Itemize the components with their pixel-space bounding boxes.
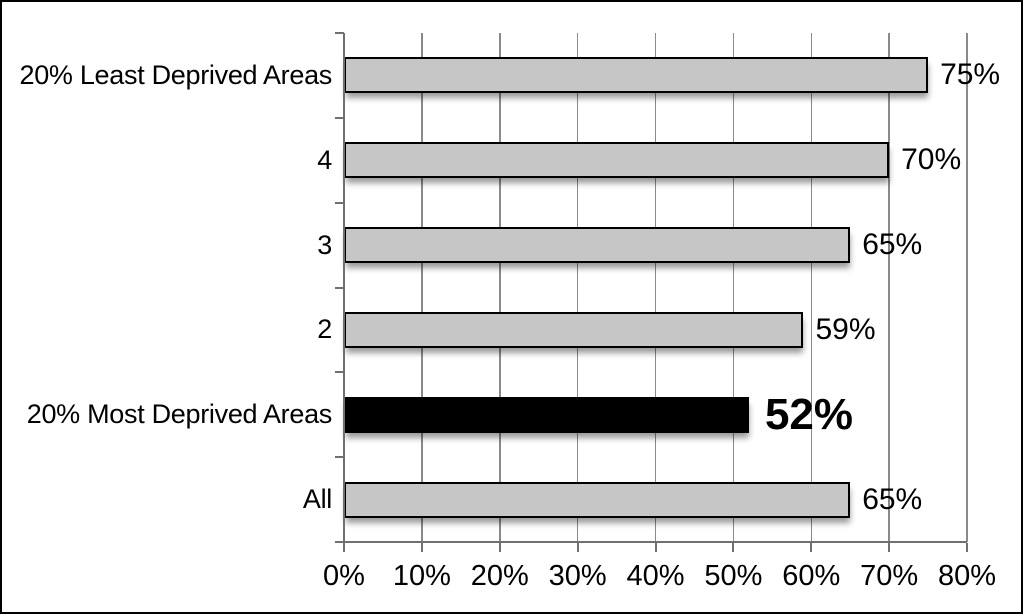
- gridline: [810, 33, 812, 542]
- x-axis-tick: [420, 543, 423, 552]
- gridline: [888, 33, 890, 542]
- gridline: [966, 33, 968, 542]
- x-axis-tick-label: 0%: [323, 560, 365, 592]
- plot-area: 75% 70% 65% 59% 52% 65%: [344, 33, 1000, 542]
- bar-band: 59%: [344, 287, 967, 372]
- gridline: [421, 33, 423, 542]
- x-axis-tick: [343, 543, 345, 552]
- data-label: 52%: [764, 389, 854, 439]
- x-axis-tick-label: 20%: [470, 560, 529, 592]
- data-label: 59%: [815, 312, 876, 346]
- bar: [344, 57, 929, 94]
- bar-band: 65%: [344, 457, 967, 542]
- x-axis-tick-label: 60%: [782, 560, 841, 592]
- y-axis-tick: [335, 201, 344, 204]
- x-axis-tick-label: 50%: [704, 560, 763, 592]
- x-axis-tick: [576, 543, 579, 552]
- category-label: All: [302, 484, 332, 515]
- y-axis-tick: [335, 371, 344, 374]
- bar: [344, 227, 851, 264]
- x-axis-tick: [966, 543, 968, 552]
- category-label: 20% Least Deprived Areas: [19, 59, 333, 90]
- x-axis-tick: [810, 543, 813, 552]
- category-label: 2: [317, 314, 332, 345]
- x-axis-tick-label: 40%: [626, 560, 685, 592]
- gridline: [576, 33, 579, 542]
- category-label: 3: [317, 229, 332, 260]
- bar-series: 75% 70% 65% 59% 52% 65%: [344, 33, 1000, 542]
- x-axis-tick: [498, 543, 501, 552]
- data-label: 75%: [940, 58, 1001, 92]
- category-label: 20% Most Deprived Areas: [26, 399, 333, 430]
- y-axis-tick: [335, 286, 344, 289]
- x-axis-tick-label: 10%: [392, 560, 451, 592]
- gridline: [499, 33, 501, 542]
- category-label: 4: [317, 144, 332, 175]
- x-axis-tick: [888, 543, 891, 552]
- x-axis-line: [336, 541, 967, 543]
- x-axis-tick-label: 80%: [937, 560, 997, 592]
- bar-band: 70%: [344, 118, 967, 203]
- x-axis-tick-label: 70%: [860, 560, 919, 592]
- bar: [344, 481, 851, 518]
- bar-band: 75%: [344, 33, 1000, 118]
- x-axis-tick-label: 30%: [548, 560, 607, 592]
- bar: [344, 311, 804, 348]
- data-label: 65%: [862, 228, 923, 262]
- y-axis-tick: [335, 32, 344, 34]
- bar-band: 52%: [344, 372, 967, 457]
- gridline: [732, 33, 735, 542]
- y-axis-tick: [335, 116, 344, 119]
- data-label: 70%: [901, 143, 962, 177]
- x-axis-tick-labels: 0% 10% 20% 30% 40% 50% 60% 70% 80%: [323, 559, 996, 597]
- y-axis-line: [343, 33, 345, 542]
- gridline: [654, 33, 657, 542]
- y-axis-tick: [335, 456, 344, 459]
- bar: [344, 142, 890, 179]
- x-axis-tick: [654, 543, 657, 552]
- y-axis-tick: [335, 541, 344, 543]
- data-label: 65%: [862, 482, 923, 516]
- bar-band: 65%: [344, 203, 967, 288]
- x-axis-tick: [732, 543, 735, 552]
- category-axis-labels: 20% Least Deprived Areas 4 3 2 20% Most Depr…: [8, 33, 333, 542]
- bar-emphasized: [344, 396, 749, 433]
